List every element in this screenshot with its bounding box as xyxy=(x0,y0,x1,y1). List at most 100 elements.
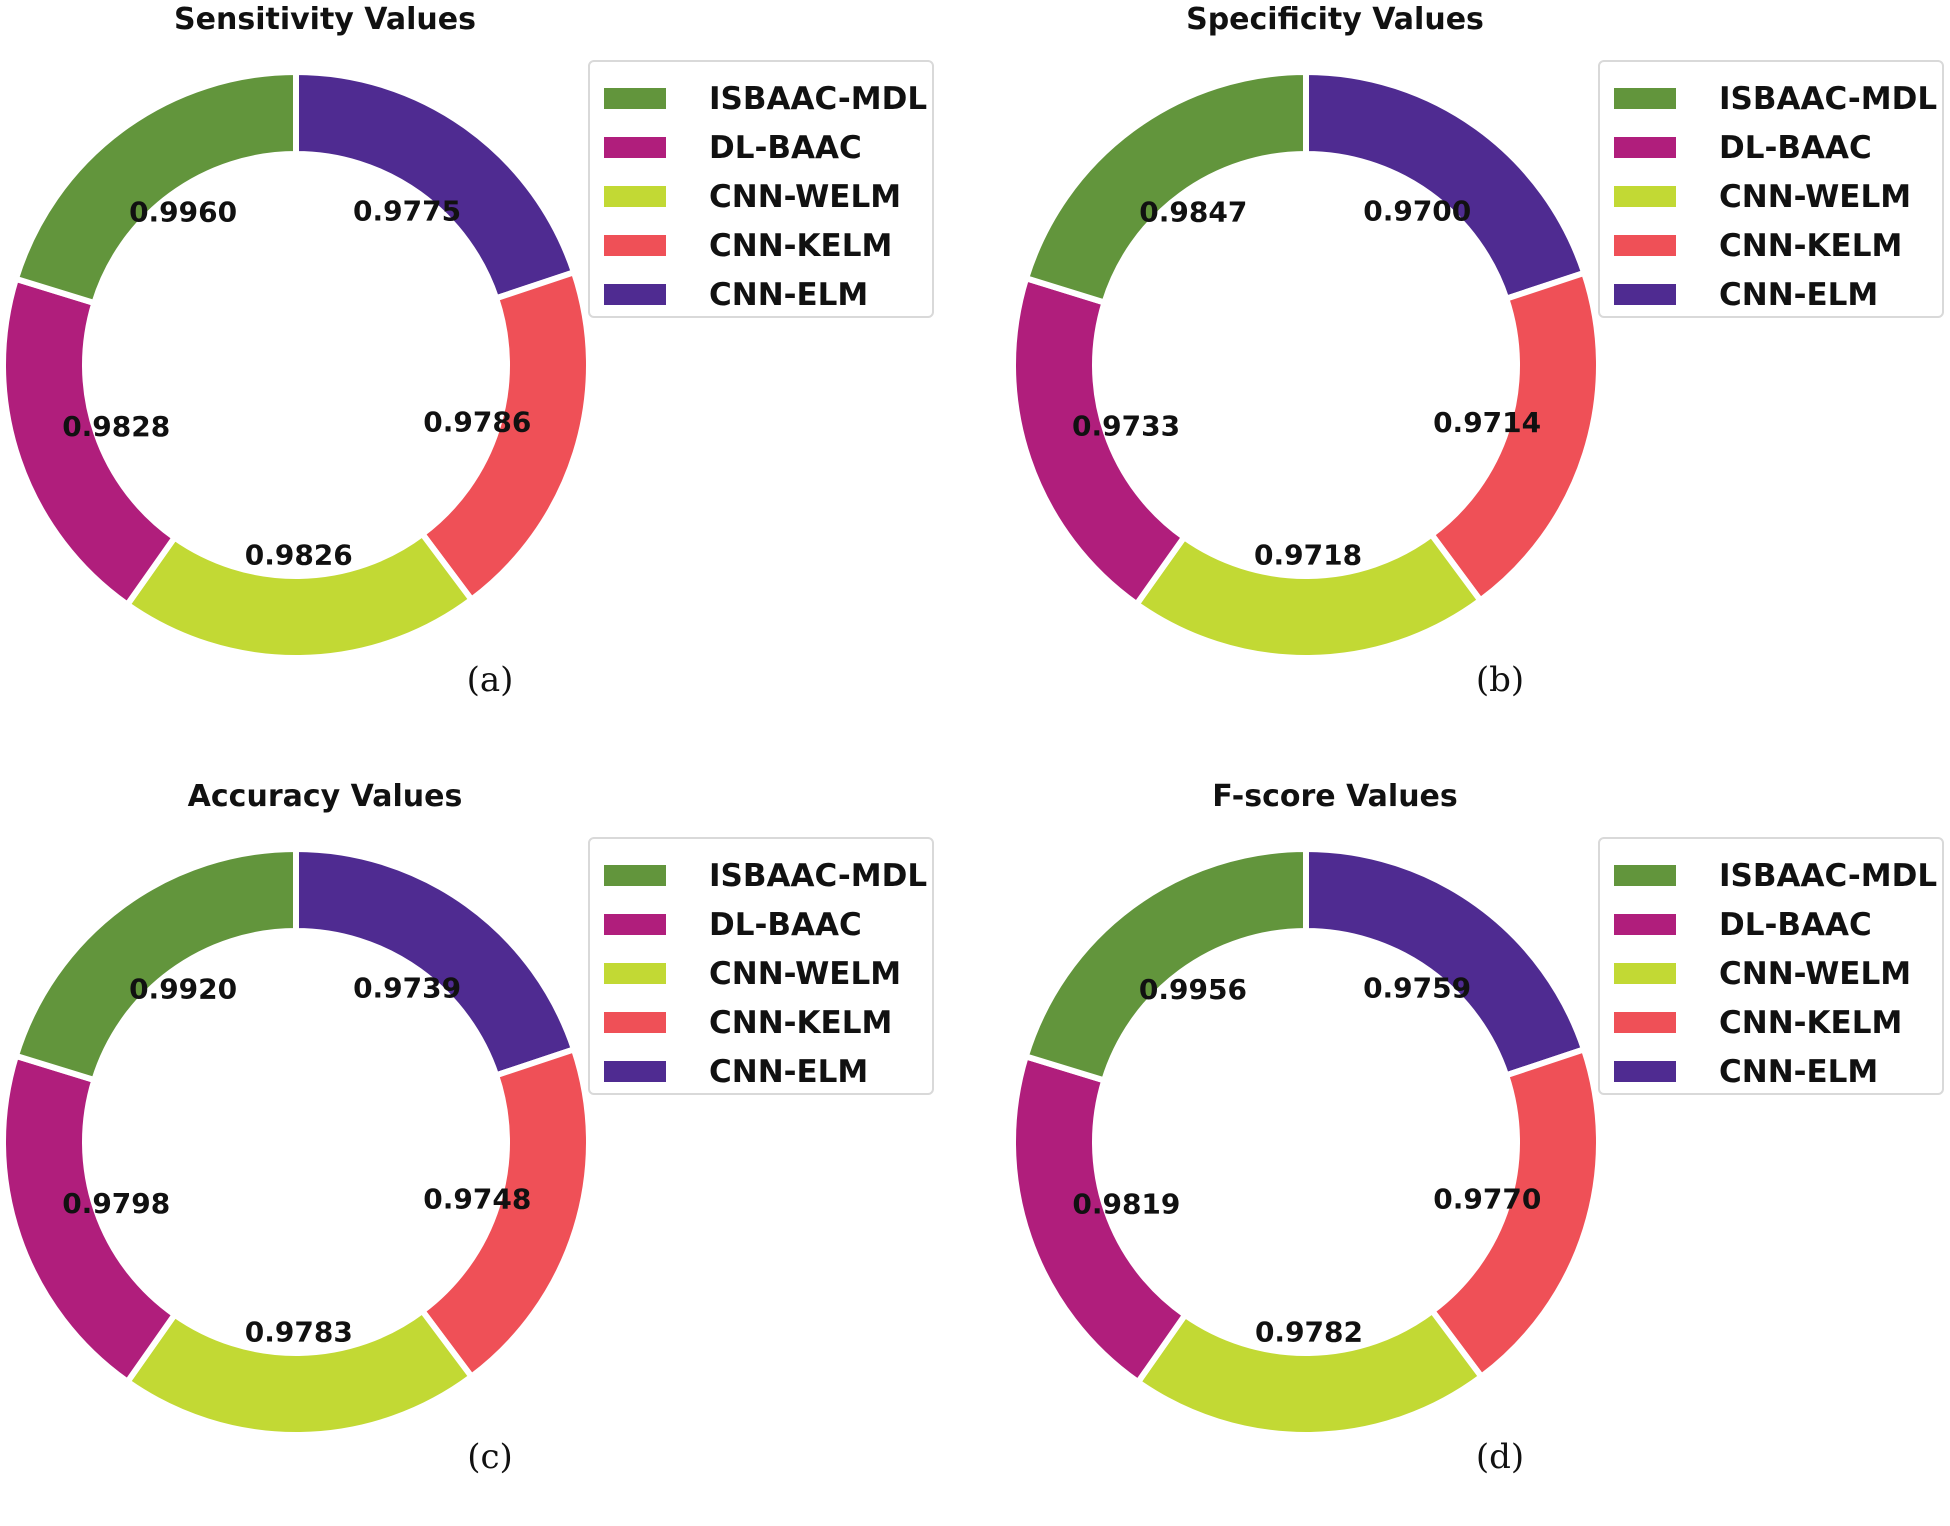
legend-swatch xyxy=(604,137,666,158)
legend-label: DL-BAAC xyxy=(709,130,862,166)
legend-item: CNN-WELM xyxy=(604,949,934,999)
slice-label: 0.9819 xyxy=(1072,1187,1180,1220)
legend-swatch xyxy=(604,88,666,109)
panel-caption: (a) xyxy=(466,660,514,700)
panel-caption: (c) xyxy=(467,1437,513,1477)
slice-label: 0.9920 xyxy=(129,973,237,1006)
legend-swatch xyxy=(1614,284,1676,305)
legend-label: CNN-KELM xyxy=(1719,228,1903,264)
donut-chart: 0.9739 0.9748 0.9783 0.9798 0.9920 xyxy=(0,845,592,1438)
slice-label: 0.9770 xyxy=(1433,1182,1541,1215)
legend-item: CNN-WELM xyxy=(604,172,934,222)
slice-label: 0.9956 xyxy=(1139,973,1247,1006)
slice-isbaac-mdl xyxy=(1022,845,1309,1085)
slice-label: 0.9718 xyxy=(1254,538,1362,571)
slice-label: 0.9748 xyxy=(423,1182,531,1215)
slice-isbaac-mdl xyxy=(12,845,299,1084)
slice-label: 0.9775 xyxy=(353,194,461,227)
slice-label: 0.9847 xyxy=(1139,196,1247,229)
chart-title: Specificity Values xyxy=(1186,2,1484,37)
legend-item: CNN-WELM xyxy=(1614,949,1944,999)
slice-label: 0.9759 xyxy=(1363,971,1471,1004)
donut-chart: 0.9775 0.9786 0.9826 0.9828 0.9960 xyxy=(0,68,592,661)
slice-label: 0.9786 xyxy=(423,405,531,438)
slice-label: 0.9960 xyxy=(129,196,237,229)
legend-swatch xyxy=(604,1012,666,1033)
legend: ISBAAC-MDL DL-BAAC CNN-WELM CNN-KELM CNN… xyxy=(1598,837,1944,1095)
legend-item: DL-BAAC xyxy=(604,123,934,173)
legend-item: CNN-ELM xyxy=(604,1047,934,1097)
legend-swatch xyxy=(1614,1061,1676,1082)
donut-chart: 0.9700 0.9714 0.9718 0.9733 0.9847 xyxy=(1010,68,1602,661)
legend-label: ISBAAC-MDL xyxy=(1719,858,1938,894)
legend-item: ISBAAC-MDL xyxy=(604,74,934,124)
legend-swatch xyxy=(604,914,666,935)
legend-item: CNN-KELM xyxy=(604,221,934,271)
legend-item: CNN-ELM xyxy=(1614,270,1944,320)
slice-cnn-elm xyxy=(293,845,578,1080)
legend-label: CNN-ELM xyxy=(1719,1054,1879,1090)
legend-swatch xyxy=(1614,88,1676,109)
legend-label: CNN-WELM xyxy=(1719,179,1912,215)
chart-panel-sensitivity: Sensitivity Values 0.9775 0.9786 0.9826 0.9… xyxy=(0,0,975,749)
legend-item: DL-BAAC xyxy=(604,900,934,950)
slice-label: 0.9733 xyxy=(1072,410,1180,443)
slice-label: 0.9739 xyxy=(353,971,461,1004)
slice-cnn-elm xyxy=(293,68,578,303)
legend-item: CNN-KELM xyxy=(1614,998,1944,1048)
legend-item: DL-BAAC xyxy=(1614,123,1944,173)
legend-swatch xyxy=(1614,963,1676,984)
legend-item: ISBAAC-MDL xyxy=(604,851,934,901)
legend-label: CNN-WELM xyxy=(709,179,902,215)
chart-panel-accuracy: Accuracy Values 0.9739 0.9748 0.9783 0.9798… xyxy=(0,777,975,1526)
legend-label: ISBAAC-MDL xyxy=(709,858,928,894)
slice-label: 0.9798 xyxy=(62,1187,170,1220)
slice-label: 0.9782 xyxy=(1255,1315,1363,1348)
slice-label: 0.9783 xyxy=(245,1315,353,1348)
legend-label: ISBAAC-MDL xyxy=(1719,81,1938,117)
legend-swatch xyxy=(604,865,666,886)
legend-label: DL-BAAC xyxy=(1719,130,1872,166)
legend-swatch xyxy=(1614,137,1676,158)
legend-swatch xyxy=(1614,1012,1676,1033)
legend-label: CNN-KELM xyxy=(709,1005,893,1041)
legend-item: CNN-KELM xyxy=(1614,221,1944,271)
legend-swatch xyxy=(604,186,666,207)
legend-label: CNN-WELM xyxy=(709,956,902,992)
legend-swatch xyxy=(1614,914,1676,935)
legend: ISBAAC-MDL DL-BAAC CNN-WELM CNN-KELM CNN… xyxy=(588,60,934,318)
legend-item: ISBAAC-MDL xyxy=(1614,74,1944,124)
legend-item: CNN-ELM xyxy=(604,270,934,320)
legend-label: CNN-ELM xyxy=(1719,277,1879,313)
slice-label: 0.9714 xyxy=(1433,406,1541,439)
slice-label: 0.9700 xyxy=(1363,194,1471,227)
panel-caption: (b) xyxy=(1475,660,1525,700)
slice-isbaac-mdl xyxy=(12,68,299,307)
legend-swatch xyxy=(1614,865,1676,886)
slice-isbaac-mdl xyxy=(1022,68,1309,307)
chart-title: Accuracy Values xyxy=(187,779,463,814)
legend-label: DL-BAAC xyxy=(1719,907,1872,943)
legend: ISBAAC-MDL DL-BAAC CNN-WELM CNN-KELM CNN… xyxy=(588,837,934,1095)
legend-swatch xyxy=(1614,186,1676,207)
chart-title: F-score Values xyxy=(1212,779,1458,814)
legend-item: CNN-WELM xyxy=(1614,172,1944,222)
chart-panel-f-score: F-score Values 0.9759 0.9770 0.9782 0.9819 0… xyxy=(1010,777,1950,1526)
legend-label: ISBAAC-MDL xyxy=(709,81,928,117)
legend-item: CNN-KELM xyxy=(604,998,934,1048)
donut-chart: 0.9759 0.9770 0.9782 0.9819 0.9956 xyxy=(1010,845,1602,1438)
legend-label: CNN-ELM xyxy=(709,1054,869,1090)
slice-label: 0.9828 xyxy=(62,410,170,443)
legend-swatch xyxy=(604,284,666,305)
legend-label: CNN-ELM xyxy=(709,277,869,313)
slice-cnn-elm xyxy=(1303,845,1588,1080)
legend-item: ISBAAC-MDL xyxy=(1614,851,1944,901)
panel-caption: (d) xyxy=(1475,1437,1525,1477)
chart-panel-specificity: Specificity Values 0.9700 0.9714 0.9718 0.9… xyxy=(1010,0,1950,749)
legend-swatch xyxy=(604,963,666,984)
legend-item: CNN-ELM xyxy=(1614,1047,1944,1097)
legend-label: CNN-KELM xyxy=(1719,1005,1903,1041)
legend-label: DL-BAAC xyxy=(709,907,862,943)
slice-cnn-elm xyxy=(1303,68,1588,303)
slice-label: 0.9826 xyxy=(245,538,353,571)
